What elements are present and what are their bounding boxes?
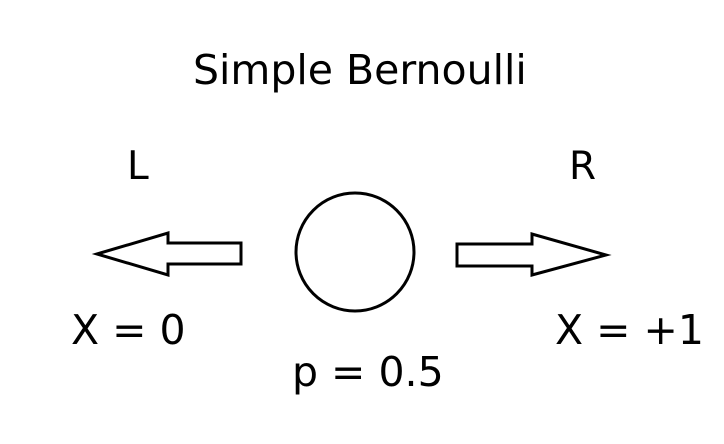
probability-label: p = 0.5 [292, 348, 444, 396]
left-value-label: X = 0 [71, 306, 186, 354]
left-arrow [91, 230, 243, 278]
diagram-title: Simple Bernoulli [193, 46, 527, 94]
right-direction-label: R [569, 144, 597, 189]
right-arrow [455, 232, 612, 277]
center-circle [294, 191, 416, 313]
left-direction-label: L [127, 144, 149, 189]
right-value-label: X = +1 [555, 306, 704, 354]
